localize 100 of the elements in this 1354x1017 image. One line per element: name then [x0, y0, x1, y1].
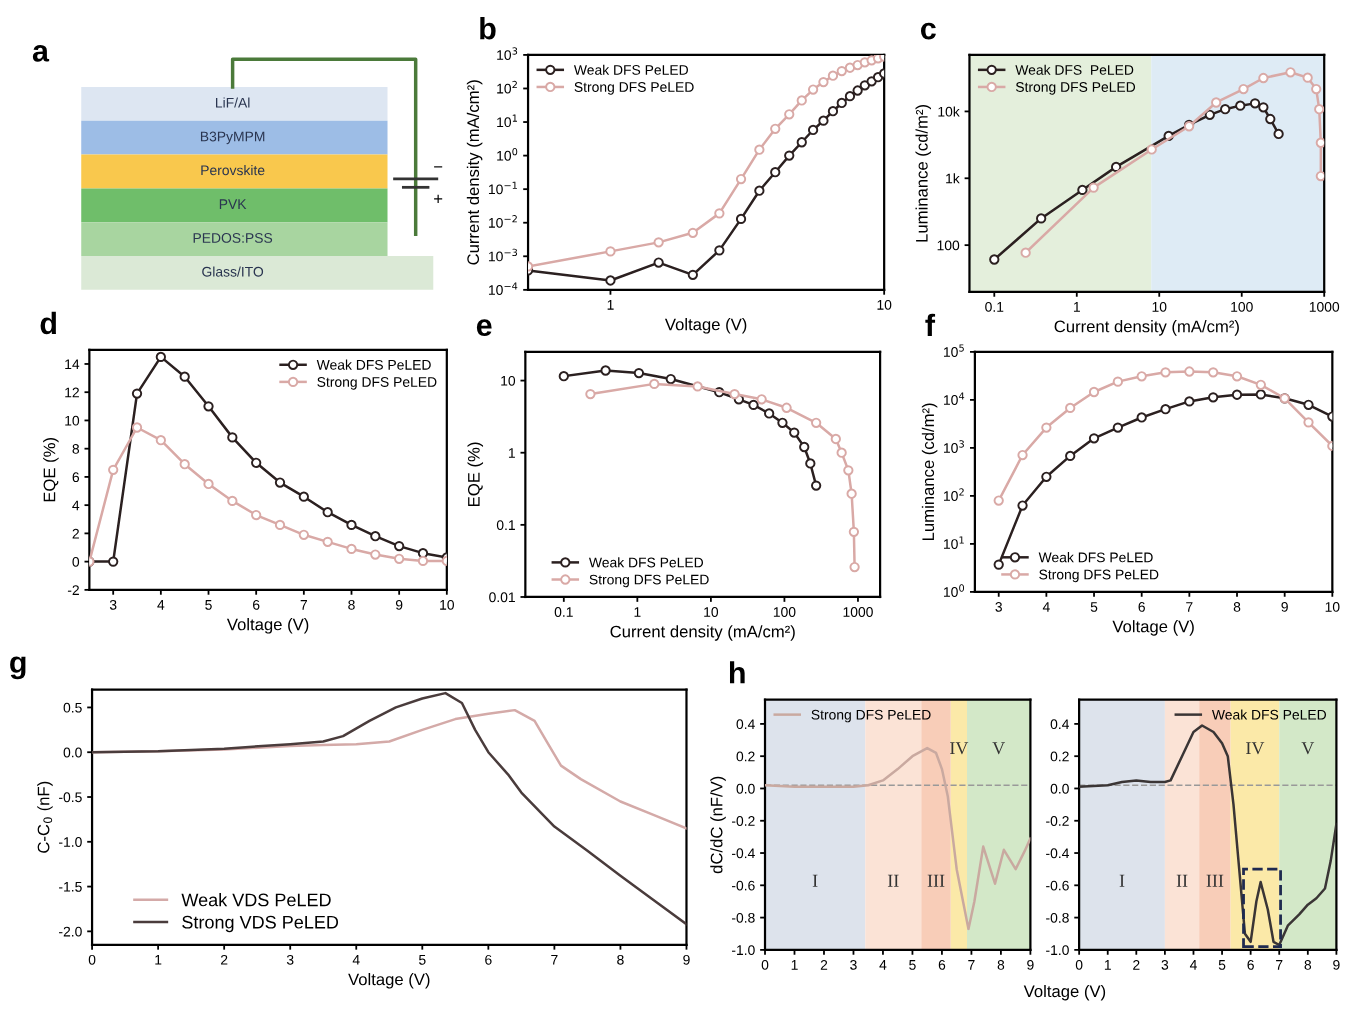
y-axis-title: dC/dC (nF/V)	[710, 776, 726, 874]
y-tick-label: -1.5	[59, 882, 82, 892]
y-axis-title: Luminance (cd/m²)	[921, 403, 938, 540]
annotation: V	[1301, 742, 1315, 755]
x-tick-label: 3	[995, 601, 1002, 612]
x-tick-label: 10	[440, 599, 454, 610]
x-tick-label: 8	[1233, 601, 1241, 612]
category-label: B3PyMPM	[200, 131, 265, 145]
y-tick-label: 1k	[946, 173, 960, 184]
y-axis-title: EQE (%)	[43, 438, 59, 502]
chart-title: e	[476, 319, 492, 337]
chart-title: b	[480, 17, 496, 40]
y-tick-label: -1.0	[59, 837, 82, 847]
y-tick-label: 0.1	[496, 520, 515, 531]
y-tick-label: 12	[65, 387, 79, 398]
y-tick-label: -0.6	[1046, 880, 1069, 891]
x-tick-label: 8	[997, 959, 1005, 970]
x-tick-label: 7	[551, 955, 558, 965]
y-axis-title: C-C$_{0}$ (nF)	[37, 781, 53, 853]
x-tick-label: 1	[634, 607, 641, 617]
legend-label: Strong DFS PeLED	[317, 377, 437, 390]
annotation: III	[927, 874, 945, 887]
x-tick-label: 1000	[843, 607, 873, 617]
x-tick-label: 7	[1276, 960, 1283, 970]
x-tick-label: 5	[1090, 602, 1098, 612]
x-tick-label: 1000	[1309, 301, 1340, 312]
legend-label: Weak VDS PeLED	[181, 893, 331, 907]
y-tick-label: 10$^{0}$	[943, 584, 965, 597]
x-tick-label: 7	[1186, 602, 1193, 612]
x-tick-label: 6	[1247, 959, 1254, 970]
x-axis-title: Voltage (V)	[664, 318, 747, 334]
y-tick-label: -2	[67, 585, 79, 595]
y-tick-label: 6	[72, 472, 80, 483]
annotation: I	[1119, 874, 1125, 887]
x-tick-label: 5	[1218, 960, 1226, 970]
y-tick-label: 2	[72, 528, 79, 539]
y-tick-label: 10$^{0}$	[497, 147, 518, 161]
x-tick-label: 9	[395, 599, 403, 610]
x-tick-label: 3	[286, 954, 294, 965]
chart-title: d	[40, 311, 56, 335]
legend-label: Weak DFS PeLED	[1211, 709, 1327, 720]
x-axis-title: Current density (mA/cm²)	[610, 625, 795, 641]
y-tick-label: 0	[72, 556, 80, 567]
x-tick-label: 9	[1333, 959, 1340, 970]
y-tick-label: 14	[65, 359, 80, 369]
x-tick-label: 2	[1133, 959, 1140, 970]
x-tick-label: 5	[205, 600, 212, 610]
y-tick-label: -0.5	[59, 792, 82, 803]
y-tick-label: 10$^{1}$	[943, 536, 964, 549]
x-tick-label: 0.1	[554, 607, 573, 617]
x-tick-label: 4	[879, 960, 887, 970]
y-tick-label: -0.2	[1046, 816, 1069, 826]
category-label: Glass/ITO	[202, 266, 264, 277]
y-tick-label: 0.4	[1050, 719, 1070, 730]
x-tick-label: 7	[968, 960, 975, 970]
y-tick-label: 10$^{3}$	[497, 47, 518, 60]
x-tick-label: 1	[791, 960, 798, 970]
x-tick-label: 7	[300, 600, 307, 610]
x-tick-label: 9	[1281, 601, 1288, 612]
x-tick-label: 4	[157, 600, 165, 610]
y-tick-label: -0.8	[731, 912, 755, 923]
y-tick-label: 10$^{−4}$	[488, 282, 518, 295]
x-tick-label: 6	[253, 599, 260, 610]
y-tick-label: -0.8	[1046, 912, 1069, 923]
y-tick-label: -0.4	[1046, 848, 1070, 859]
y-tick-label: 10	[501, 375, 516, 386]
x-axis-title: Voltage (V)	[348, 973, 430, 989]
legend-label: Weak DFS PeLED	[1015, 64, 1134, 75]
y-tick-label: -1.0	[731, 945, 755, 956]
x-tick-label: 9	[683, 954, 690, 965]
x-axis-title: Current density (mA/cm²)	[1054, 320, 1239, 336]
x-tick-label: 5	[909, 960, 916, 970]
x-tick-label: 10	[704, 607, 719, 617]
x-tick-label: 2	[820, 959, 828, 970]
x-tick-label: 100	[773, 607, 796, 617]
x-tick-label: 0	[761, 959, 769, 970]
y-tick-label: 10$^{3}$	[943, 440, 964, 453]
chart-title: h	[729, 661, 745, 684]
annotation: I	[812, 874, 818, 887]
x-tick-label: 8	[617, 954, 624, 965]
legend-label: Strong DFS PeLED	[811, 709, 931, 723]
x-tick-label: 8	[1304, 959, 1312, 970]
x-tick-label: 10	[1152, 301, 1167, 312]
y-tick-label: 0.2	[1050, 751, 1069, 762]
annotation: V	[992, 742, 1006, 755]
y-tick-label: 10$^{2}$	[943, 488, 964, 501]
y-tick-label: 0.4	[736, 719, 755, 730]
y-tick-label: 1	[508, 448, 515, 458]
y-tick-label: 8	[72, 444, 80, 454]
y-tick-label: 0.0	[63, 747, 82, 758]
x-tick-label: 2	[221, 954, 228, 965]
y-tick-label: -2.0	[59, 926, 82, 937]
y-tick-label: 10$^{2}$	[497, 80, 517, 94]
category-label: PVK	[219, 199, 247, 209]
y-axis-title: EQE (%)	[467, 442, 484, 506]
y-tick-label: 10	[65, 415, 80, 426]
y-tick-label: -0.2	[731, 816, 755, 826]
legend-label: Weak DFS PeLED	[588, 557, 704, 568]
chart-title: g	[10, 656, 26, 680]
y-tick-label: -1.0	[1046, 945, 1069, 956]
